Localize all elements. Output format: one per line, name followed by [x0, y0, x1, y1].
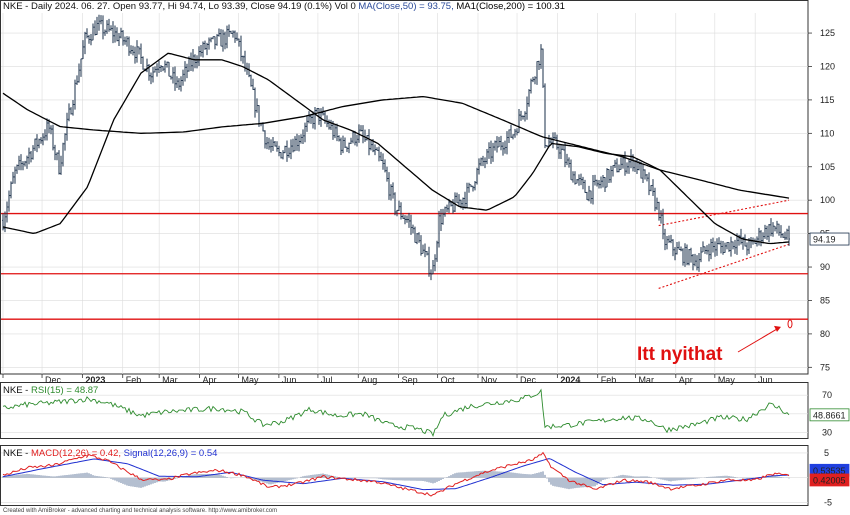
signal-value-badge: 0.53535 — [813, 466, 846, 476]
date-tick-label: Dec — [520, 375, 537, 385]
date-tick-label: Apr — [203, 375, 217, 385]
trend-channel — [658, 199, 790, 289]
date-tick-label: 2024 — [560, 375, 580, 385]
macd-tick-label: 5 — [824, 448, 829, 458]
signal-header-value: Signal(12,26,9) = 0.54 — [124, 448, 218, 459]
channel-line — [658, 243, 790, 289]
date-tick-label: May — [242, 375, 260, 385]
macd-header-value: MACD(12,26) = 0.42, — [31, 448, 124, 459]
annotation-marker — [787, 319, 793, 329]
footer-credit: Created with AmiBroker - advanced charti… — [3, 508, 277, 514]
price-tick-label: 120 — [820, 61, 835, 71]
macd-tick-label: -5 — [824, 498, 832, 508]
moving-averages — [2, 52, 790, 245]
macd-pane — [0, 445, 809, 506]
support-lines — [1, 212, 808, 320]
price-tick-label: 100 — [820, 195, 835, 205]
date-tick-label: Jun — [282, 375, 297, 385]
date-tick-label: Aug — [361, 375, 377, 385]
price-tick-label: 85 — [820, 295, 830, 305]
price-tick-label: 105 — [820, 162, 835, 172]
rsi-tick-label: 30 — [822, 427, 832, 437]
macd-header-prefix: NKE - — [3, 448, 31, 459]
macd-header: NKE - MACD(12,26) = 0.42, Signal(12,26,9… — [3, 448, 217, 459]
ma50-line — [2, 52, 790, 245]
rsi-tick-label: 70 — [822, 390, 832, 400]
price-tick-label: 90 — [820, 262, 830, 272]
arrow-shaft — [737, 327, 780, 353]
date-tick-label: 2023 — [85, 375, 105, 385]
rsi-header-prefix: NKE - — [3, 385, 31, 396]
last-close-badge-box — [809, 232, 850, 246]
price-header-ma200: MA1(Close,200) = 100.31 — [456, 1, 565, 12]
date-tick-label: Oct — [441, 375, 456, 385]
date-tick-label: Jun — [758, 375, 773, 385]
rsi-header: NKE - RSI(15) = 48.87 — [3, 385, 98, 396]
date-tick-label: Sep — [402, 375, 418, 385]
signal-path — [2, 458, 789, 491]
date-tick-label: Jul — [321, 375, 333, 385]
annotation-arrow — [737, 319, 793, 353]
rsi-path — [2, 388, 790, 438]
rsi-value-badge: 48.8661 — [813, 410, 846, 420]
annotation-text: Itt nyithat — [637, 344, 723, 365]
date-tick-label: Dec — [45, 375, 62, 385]
date-tick-label: Apr — [679, 375, 693, 385]
date-tick-label: Nov — [481, 375, 498, 385]
price-header-main: NKE - Daily 2024. 06. 27. Open 93.77, Hi… — [3, 1, 358, 12]
macd-path — [2, 451, 790, 497]
date-tick-label: Feb — [126, 375, 142, 385]
price-tick-label: 80 — [820, 329, 830, 339]
macd-lines — [2, 451, 790, 497]
price-header-ma50: MA(Close,50) = 93.75, — [358, 1, 456, 12]
price-tick-label: 110 — [820, 128, 834, 138]
arrow-head — [774, 325, 781, 332]
price-header: NKE - Daily 2024. 06. 27. Open 93.77, Hi… — [3, 1, 565, 12]
date-axis: Dec 2023 Feb Mar Apr May Jun Jul Aug Sep Oct Nov Dec… — [2, 374, 773, 385]
rsi-line — [2, 388, 790, 438]
price-tick-label: 115 — [820, 95, 834, 105]
rsi-value-badge-box — [809, 408, 850, 422]
price-pane — [0, 0, 809, 375]
rsi-header-value: RSI(15) = 48.87 — [31, 385, 98, 396]
last-close-badge: 94.19 — [813, 235, 836, 245]
date-tick-label: Feb — [601, 375, 617, 385]
price-tick-label: 75 — [820, 362, 830, 372]
macd-value-badge-box — [809, 473, 850, 487]
date-tick-label: May — [718, 375, 736, 385]
rsi-pane — [0, 382, 809, 439]
price-tick-label: 125 — [820, 28, 835, 38]
date-tick-label: Mar — [162, 375, 178, 385]
macd-value-badge: 0.42005 — [813, 475, 846, 485]
date-tick-label: Mar — [638, 375, 654, 385]
